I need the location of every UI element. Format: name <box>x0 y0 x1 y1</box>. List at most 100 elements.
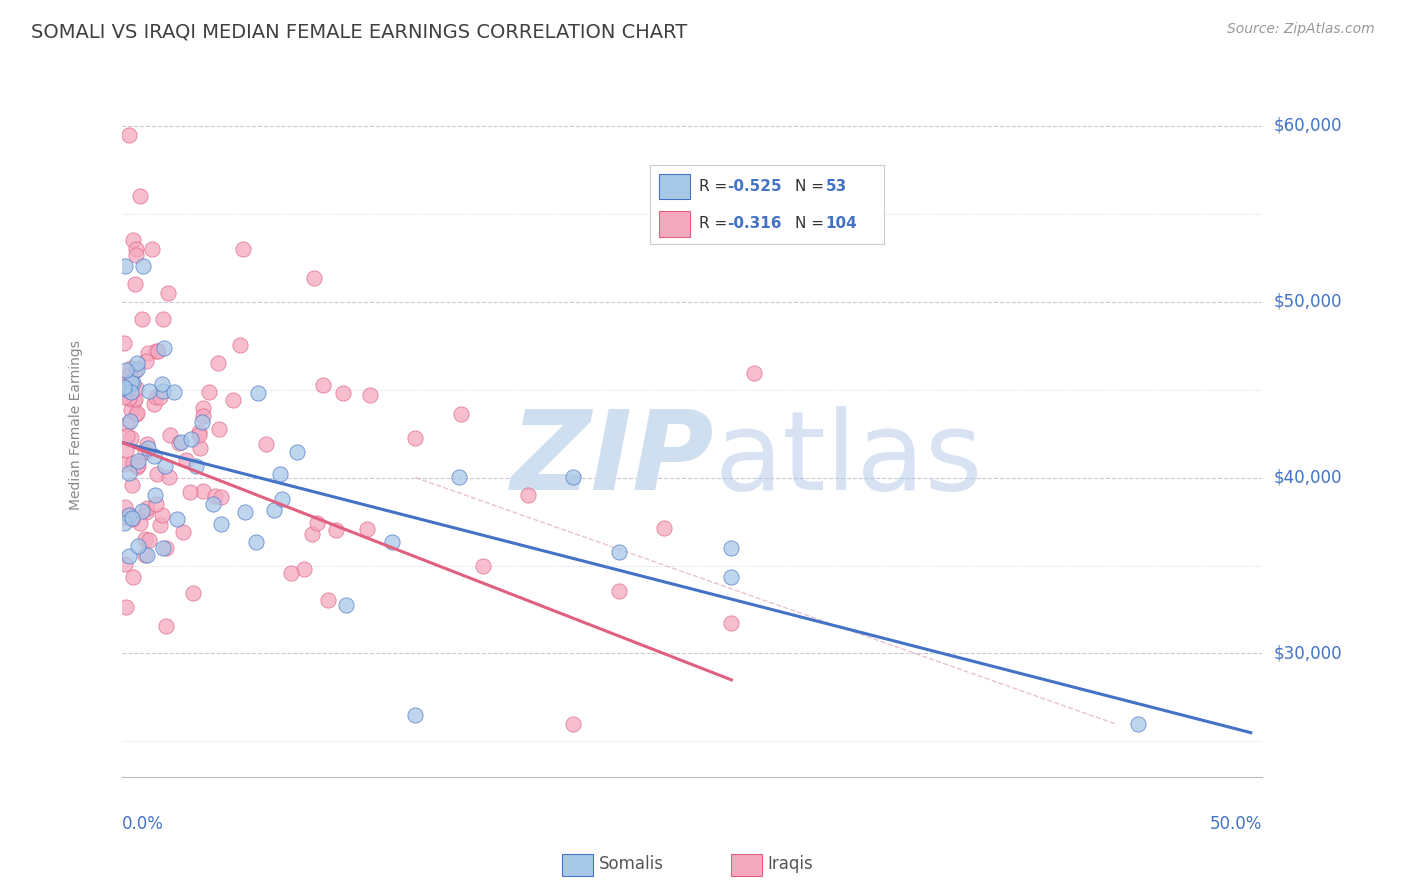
Point <box>169 436 191 450</box>
Point <box>120 375 142 389</box>
Text: Iraqis: Iraqis <box>768 855 814 873</box>
Point <box>127 356 149 370</box>
Text: Somalis: Somalis <box>599 855 664 873</box>
Point <box>157 470 180 484</box>
Point <box>166 511 188 525</box>
Point <box>131 312 153 326</box>
Point <box>145 488 167 502</box>
Point <box>148 343 170 358</box>
Point <box>652 521 675 535</box>
Point <box>188 441 211 455</box>
Text: $50,000: $50,000 <box>1274 293 1341 310</box>
Point <box>517 488 540 502</box>
Point <box>155 618 177 632</box>
Point <box>121 478 143 492</box>
Point <box>233 505 256 519</box>
Point <box>122 233 145 247</box>
Text: $60,000: $60,000 <box>1274 117 1341 135</box>
Point <box>127 458 149 472</box>
Text: 0.0%: 0.0% <box>122 815 163 833</box>
Point <box>128 189 150 203</box>
Point <box>118 549 141 563</box>
Point <box>245 534 267 549</box>
Point <box>114 260 136 274</box>
Point <box>149 390 172 404</box>
Point <box>131 504 153 518</box>
Point <box>152 384 174 398</box>
Point <box>120 402 142 417</box>
Text: $30,000: $30,000 <box>1274 645 1341 663</box>
Point <box>135 354 157 368</box>
Point <box>186 458 208 473</box>
Point <box>222 393 245 408</box>
Point <box>138 384 160 398</box>
Point <box>121 376 143 390</box>
Point <box>135 437 157 451</box>
Point <box>305 516 328 530</box>
Point <box>209 490 232 504</box>
Point <box>117 369 139 384</box>
Point <box>285 445 308 459</box>
Point <box>134 548 156 562</box>
Point <box>112 390 135 404</box>
Point <box>159 427 181 442</box>
Point <box>1126 716 1149 731</box>
Point <box>115 363 138 377</box>
Point <box>229 338 252 352</box>
Point <box>170 435 193 450</box>
Point <box>124 392 146 406</box>
Point <box>263 502 285 516</box>
Point <box>125 248 148 262</box>
Text: $40,000: $40,000 <box>1274 468 1341 486</box>
Text: 53: 53 <box>825 179 846 194</box>
Point <box>136 345 159 359</box>
Point <box>127 362 149 376</box>
Point <box>191 484 214 499</box>
Point <box>120 431 142 445</box>
Point <box>129 516 152 530</box>
Point <box>150 377 173 392</box>
Point <box>114 557 136 571</box>
Point <box>404 431 426 445</box>
Point <box>316 593 339 607</box>
Point <box>152 312 174 326</box>
Point <box>204 489 226 503</box>
Point <box>115 429 138 443</box>
Text: 104: 104 <box>825 217 858 231</box>
Point <box>720 570 742 584</box>
Point <box>447 469 470 483</box>
Point <box>115 600 138 615</box>
Point <box>280 566 302 580</box>
Point <box>125 407 148 421</box>
Point <box>127 540 149 554</box>
Point <box>127 460 149 475</box>
Point <box>201 497 224 511</box>
Point <box>181 585 204 599</box>
Point <box>179 485 201 500</box>
Point <box>335 599 357 613</box>
Point <box>207 356 229 370</box>
Point <box>381 534 404 549</box>
Point <box>115 442 138 457</box>
Point <box>157 285 180 300</box>
Point <box>150 508 173 522</box>
Point <box>136 501 159 516</box>
Text: -0.316: -0.316 <box>727 217 782 231</box>
Point <box>114 500 136 514</box>
Point <box>302 271 325 285</box>
Point <box>115 417 138 432</box>
Point <box>118 508 141 523</box>
Point <box>155 541 177 555</box>
Point <box>312 378 335 392</box>
Point <box>138 533 160 548</box>
Point <box>136 548 159 562</box>
Point <box>174 453 197 467</box>
Point <box>356 522 378 536</box>
Point <box>117 128 139 142</box>
Point <box>121 511 143 525</box>
Point <box>127 406 149 420</box>
Point <box>112 510 135 524</box>
Point <box>211 516 233 531</box>
Point <box>246 386 269 401</box>
Point <box>120 361 142 376</box>
